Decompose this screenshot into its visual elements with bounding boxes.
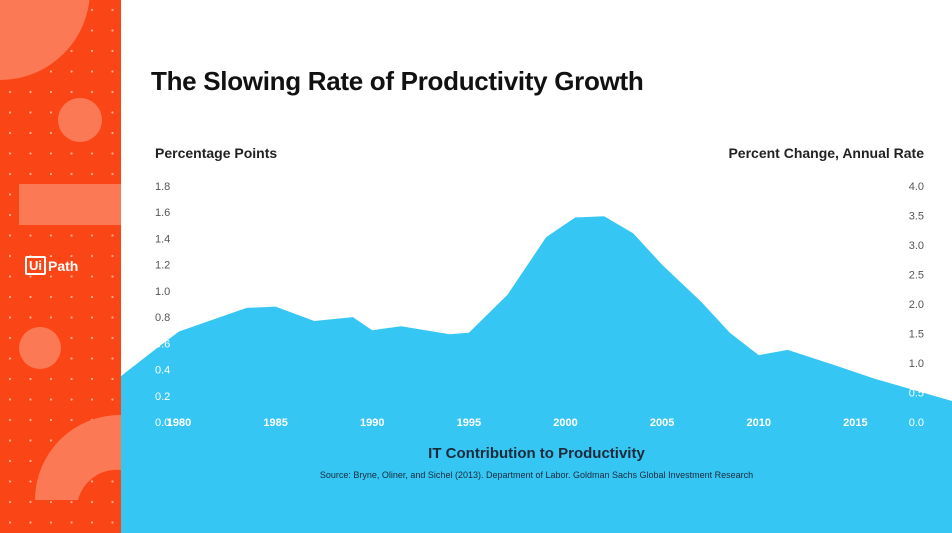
x-tick-label: 1985 xyxy=(263,417,287,429)
x-axis-title: IT Contribution to Productivity xyxy=(428,445,645,462)
bar-shape xyxy=(19,184,121,225)
left-tick-label: 1.2 xyxy=(155,260,170,272)
source-note: Source: Bryne, Oliner, and Sichel (2013)… xyxy=(319,470,754,480)
left-tick-label: 0.6 xyxy=(155,338,170,350)
right-tick-label: 1.0 xyxy=(909,358,924,370)
x-tick-label: 2000 xyxy=(553,417,577,429)
right-axis-ticks: 0.0 0.5 1.0 1.5 2.0 2.5 3.0 3.5 4.0 xyxy=(909,181,924,429)
right-tick-label: 0.5 xyxy=(909,388,924,400)
right-tick-label: 1.5 xyxy=(909,329,924,341)
left-tick-label: 0.8 xyxy=(155,312,170,324)
x-tick-label: 1980 xyxy=(167,417,191,429)
right-tick-label: 2.5 xyxy=(909,270,924,282)
right-tick-label: 2.0 xyxy=(909,299,924,311)
left-tick-label: 1.8 xyxy=(155,181,170,193)
x-tick-label: 2005 xyxy=(650,417,674,429)
right-tick-label: 0.0 xyxy=(909,417,924,429)
sidebar-decoration xyxy=(0,0,121,533)
series-area xyxy=(121,216,952,533)
y-axis-label-left: Percentage Points xyxy=(155,145,278,161)
left-tick-label: 0.4 xyxy=(155,365,170,377)
x-tick-label: 1990 xyxy=(360,417,384,429)
left-axis-ticks: 0.0 0.2 0.4 0.6 0.8 1.0 1.2 1.4 1.6 1.8 xyxy=(155,181,170,429)
right-tick-label: 4.0 xyxy=(909,181,924,193)
x-tick-label: 2015 xyxy=(843,417,867,429)
right-tick-label: 3.0 xyxy=(909,240,924,252)
y-axis-label-right: Percent Change, Annual Rate xyxy=(728,145,924,161)
left-tick-label: 0.0 xyxy=(155,417,170,429)
x-tick-label: 2010 xyxy=(747,417,771,429)
arc-shape xyxy=(35,414,121,500)
circle-shape xyxy=(58,98,102,142)
circle-shape xyxy=(19,327,61,369)
left-tick-label: 1.0 xyxy=(155,286,170,298)
x-tick-label: 1995 xyxy=(457,417,481,429)
brand-sidebar: Ui Path xyxy=(0,0,121,533)
logo-word: Path xyxy=(48,257,79,274)
chart-title: The Slowing Rate of Productivity Growth xyxy=(151,66,644,96)
uipath-logo: Ui Path xyxy=(25,256,78,275)
left-tick-label: 1.6 xyxy=(155,207,170,219)
arc-shape xyxy=(0,0,90,80)
left-tick-label: 1.4 xyxy=(155,233,170,245)
logo-box: Ui xyxy=(25,256,46,275)
x-axis-ticks: 1980 1985 1990 1995 2000 2005 2010 2015 xyxy=(167,417,868,429)
right-tick-label: 3.5 xyxy=(909,211,924,223)
left-tick-label: 0.2 xyxy=(155,391,170,403)
